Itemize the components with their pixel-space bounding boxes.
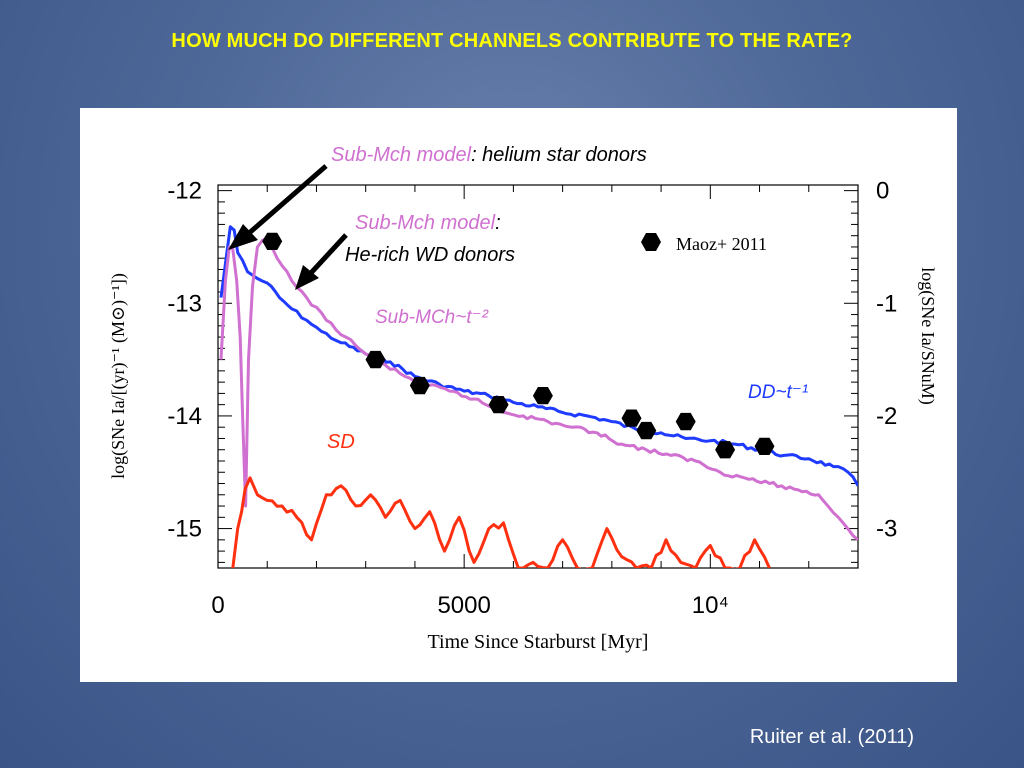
slide-title: HOW MUCH DO DIFFERENT CHANNELS CONTRIBUT… (171, 30, 853, 52)
annotation-hewd-lead: Sub-Mch model (355, 212, 496, 234)
annotation-subch-scaling: Sub-MCh~t⁻² (375, 307, 489, 328)
annotation-hewd-donors: Sub-Mch model: (355, 212, 501, 234)
y-axis-label-right: log(SNe Ia/SNuM) (917, 267, 938, 405)
arrow-helium-donors (228, 164, 328, 250)
x-axis-label: Time Since Starburst [Myr] (428, 631, 649, 653)
points-layer (262, 232, 775, 459)
x-tick-label: 10⁴ (692, 592, 729, 619)
y-tick-label-right: -3 (876, 516, 897, 543)
data-point (715, 441, 736, 459)
series-line-sd (231, 476, 771, 568)
x-tick-label: 5000 (437, 592, 490, 619)
data-point (488, 396, 509, 414)
data-point (532, 387, 553, 405)
y-tick-label: -13 (167, 290, 202, 317)
annotation-helium-donors: Sub-Mch model: helium star donors (331, 144, 647, 166)
citation: Ruiter et al. (2011) (749, 726, 914, 748)
series-layer (219, 225, 858, 568)
annotation-hewd-colon: : (495, 212, 501, 234)
figure-panel: 0 5000 10⁴ -12 -13 -14 -15 0 -1 -2 -3 Time Since S… (80, 108, 957, 682)
data-point (262, 232, 283, 250)
data-point (675, 412, 696, 431)
data-point (636, 421, 657, 440)
arrow-hewd-donors (295, 233, 348, 290)
y-tick-label-right: -1 (876, 290, 897, 317)
x-tick-label: 0 (211, 592, 224, 619)
annotation-sd: SD (327, 431, 355, 453)
legend-label: Maoz+ 2011 (676, 234, 767, 254)
data-point (754, 437, 775, 455)
data-point (409, 376, 430, 395)
y-tick-label: -15 (167, 516, 202, 543)
y-tick-label-right: 0 (876, 178, 889, 205)
axis-ticks (217, 185, 859, 568)
annotation-helium-rest: : helium star donors (471, 144, 647, 166)
rate-chart: 0 5000 10⁴ -12 -13 -14 -15 0 -1 -2 -3 Time Since S… (108, 144, 938, 653)
legend-marker (641, 233, 661, 251)
annotation-helium-lead: Sub-Mch model (331, 144, 472, 166)
y-tick-label: -12 (167, 178, 202, 205)
y-tick-label: -14 (167, 403, 202, 430)
series-line-dd (219, 225, 858, 487)
data-point (621, 409, 642, 427)
tick-labels: 0 5000 10⁴ -12 -13 -14 -15 0 -1 -2 -3 (167, 178, 897, 619)
data-point (365, 350, 386, 369)
annotation-hewd-line2: He-rich WD donors (345, 244, 515, 266)
y-axis-label: log(SNe Ia/[(yr)⁻¹ (M⊙)⁻¹]) (108, 273, 129, 479)
y-tick-label-right: -2 (876, 403, 897, 430)
series-line-subch (219, 236, 858, 541)
annotation-dd-scaling: DD~t⁻¹ (748, 382, 808, 403)
